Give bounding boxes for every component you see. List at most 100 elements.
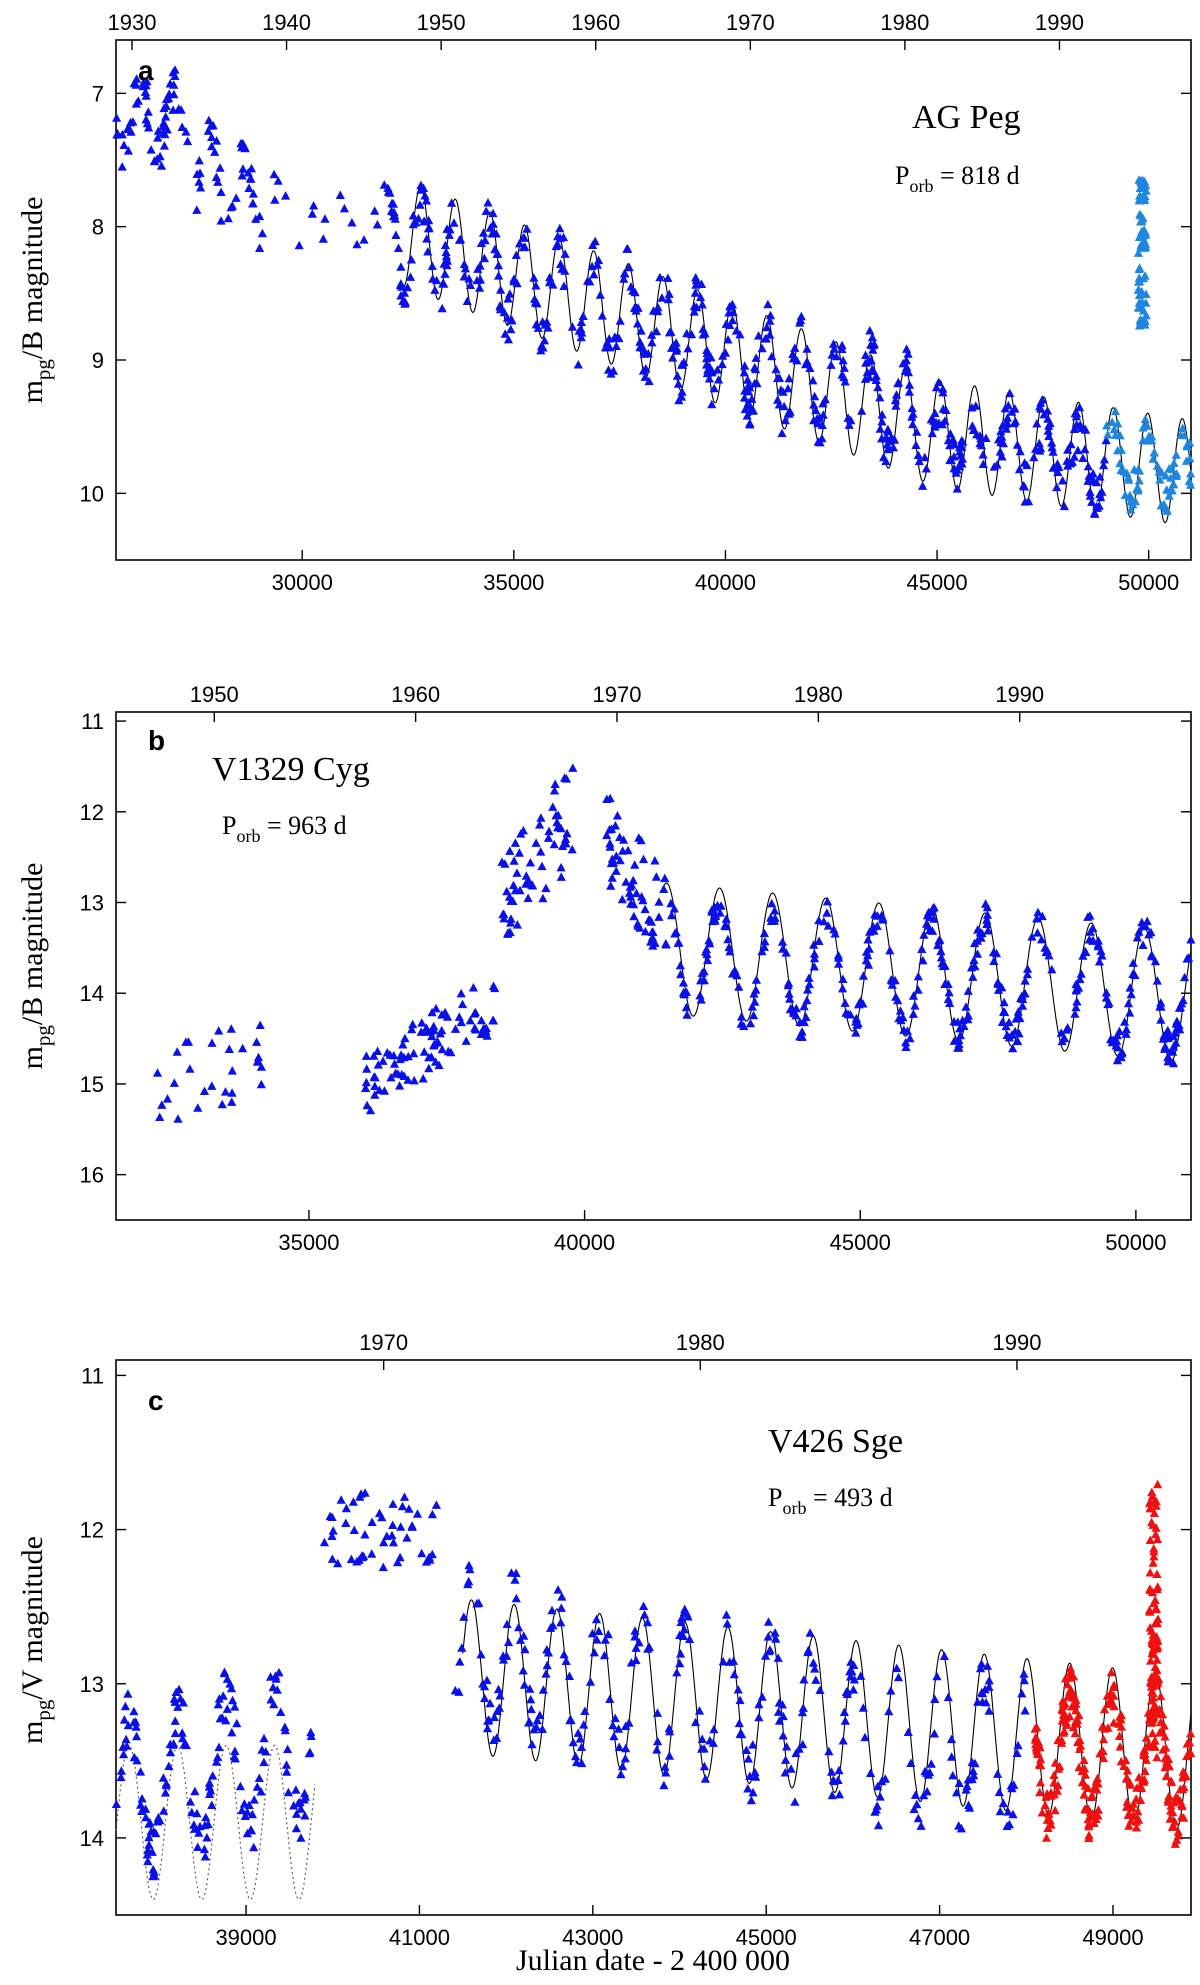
data-point	[786, 1764, 796, 1773]
data-point	[365, 1105, 376, 1115]
data-point	[739, 1021, 749, 1030]
data-point	[159, 141, 169, 150]
data-point	[809, 415, 819, 425]
data-point	[1017, 1001, 1028, 1010]
data-point	[1153, 1678, 1163, 1688]
data-point	[327, 1531, 337, 1540]
data-point	[1015, 446, 1025, 456]
data-point	[933, 940, 943, 950]
data-point	[509, 276, 519, 286]
data-point	[568, 763, 578, 772]
data-point	[388, 1537, 399, 1547]
data-point	[252, 1037, 262, 1046]
data-point	[1141, 289, 1151, 298]
data-point	[750, 1767, 760, 1777]
data-point	[1134, 232, 1144, 241]
data-point	[1113, 1042, 1123, 1052]
data-point	[1061, 1717, 1071, 1727]
data-point	[291, 1785, 301, 1794]
data-point	[945, 440, 955, 450]
data-point	[1184, 476, 1194, 486]
data-point	[119, 1715, 129, 1724]
data-point	[943, 979, 953, 988]
panel-b-model-curve	[661, 882, 1192, 1062]
data-point	[266, 1672, 276, 1681]
data-point	[1145, 1568, 1155, 1577]
data-point	[838, 983, 848, 993]
data-point	[502, 1619, 512, 1628]
data-point	[1140, 414, 1150, 424]
data-point	[630, 1632, 640, 1641]
data-point	[161, 94, 171, 104]
data-point	[647, 927, 657, 936]
data-point	[190, 1824, 200, 1833]
data-point	[1172, 1023, 1182, 1032]
data-point	[503, 1637, 514, 1647]
data-point	[1131, 1794, 1141, 1803]
data-point	[216, 187, 226, 196]
data-point	[512, 920, 522, 929]
data-point	[207, 1800, 217, 1809]
data-point	[143, 1856, 153, 1866]
data-point	[863, 950, 873, 960]
data-point	[1168, 1807, 1178, 1817]
data-point	[624, 1718, 634, 1727]
data-point	[228, 1695, 238, 1705]
data-point	[664, 1751, 675, 1760]
data-point	[1145, 1623, 1155, 1632]
data-point	[556, 1617, 566, 1627]
data-point	[600, 1635, 610, 1644]
data-point	[589, 1647, 599, 1657]
data-point	[1014, 1028, 1024, 1038]
data-point	[890, 395, 900, 405]
data-point	[382, 1531, 392, 1540]
data-point	[369, 1072, 379, 1081]
data-point	[657, 293, 667, 302]
data-point	[845, 1666, 855, 1676]
data-point	[538, 1685, 548, 1694]
data-point	[232, 1718, 242, 1728]
data-point	[1152, 1569, 1162, 1578]
data-point	[1070, 1009, 1080, 1018]
data-point	[1101, 988, 1111, 997]
data-point	[718, 1657, 728, 1666]
data-point	[661, 940, 671, 949]
data-point	[784, 409, 794, 418]
data-point	[318, 234, 328, 243]
data-point	[213, 1699, 223, 1709]
data-point	[386, 206, 397, 215]
data-point	[1047, 438, 1057, 447]
data-point	[280, 1725, 290, 1735]
data-point	[249, 1795, 259, 1804]
data-point	[1071, 979, 1081, 989]
data-point	[1165, 1814, 1175, 1823]
data-point	[995, 1806, 1005, 1816]
data-point	[200, 1852, 210, 1861]
data-point	[607, 824, 617, 833]
data-point	[1053, 1735, 1063, 1745]
data-point	[1150, 1673, 1161, 1682]
data-point	[907, 412, 917, 421]
data-point	[568, 1737, 578, 1747]
data-point	[493, 260, 504, 270]
data-point	[702, 353, 712, 363]
data-point	[459, 272, 469, 281]
data-point	[373, 1046, 383, 1055]
data-point	[664, 289, 674, 298]
data-point	[227, 1097, 237, 1106]
data-point	[523, 876, 533, 885]
data-point	[795, 315, 806, 324]
data-point	[1133, 248, 1143, 257]
data-point	[1166, 473, 1176, 482]
data-point	[1012, 440, 1022, 449]
data-point	[1139, 243, 1149, 252]
data-point	[809, 962, 819, 971]
data-point	[440, 240, 450, 250]
data-point	[1161, 1771, 1171, 1781]
data-point	[890, 975, 900, 985]
data-point	[434, 1060, 444, 1070]
data-point	[576, 1742, 587, 1751]
data-point	[810, 1664, 820, 1673]
data-point	[594, 255, 604, 265]
data-point	[765, 316, 775, 325]
